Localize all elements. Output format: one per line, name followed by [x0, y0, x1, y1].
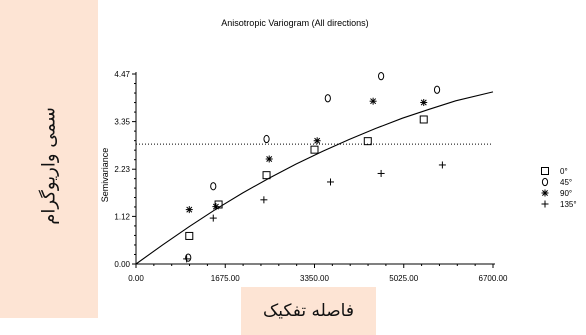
data-point-plus — [260, 196, 268, 204]
square-marker-shape — [363, 137, 372, 146]
circle-marker-shape — [185, 253, 192, 262]
data-point-square — [262, 171, 271, 180]
circle-marker-shape — [433, 85, 441, 94]
square-marker-shape — [541, 167, 549, 175]
legend-label: 0° — [560, 167, 568, 176]
data-point-plus — [377, 169, 385, 177]
y-axis-label: Semivariance — [100, 148, 110, 203]
legend-label: 90° — [560, 189, 572, 198]
data-point-asterisk — [420, 98, 428, 106]
circle-marker-shape — [378, 72, 385, 81]
asterisk-stroke — [314, 137, 321, 144]
legend-label: 135° — [560, 200, 577, 209]
asterisk-stroke — [542, 190, 548, 196]
circle-marker-shape — [263, 134, 270, 144]
data-point-circle — [210, 182, 217, 191]
square-marker-shape — [262, 171, 271, 180]
data-point-asterisk — [313, 137, 321, 145]
y-axis-caption-box: سمی واریوگرام — [0, 0, 98, 318]
data-point-asterisk — [265, 155, 273, 163]
data-point-square — [185, 231, 194, 240]
data-point-asterisk — [212, 203, 220, 211]
x-axis-caption-box: فاصله تفکیک — [241, 287, 376, 335]
legend-marker-circle — [541, 177, 549, 187]
plot-area: 0.00 1.12 2.23 3.35 4.47 0.00 1675.00 3350.00 50… — [114, 70, 508, 283]
data-point-circle — [378, 72, 385, 81]
asterisk-stroke — [266, 156, 273, 162]
square-marker-shape — [419, 115, 428, 124]
data-point-circle — [185, 253, 192, 262]
asterisk-stroke — [186, 206, 193, 213]
x-tick-label: 1675.00 — [211, 274, 240, 283]
chart-title: Anisotropic Variogram (All directions) — [221, 18, 368, 28]
y-tick-label: 0.00 — [114, 260, 130, 269]
data-point-square — [214, 200, 223, 209]
data-point-square — [310, 145, 319, 154]
data-point-square — [363, 137, 372, 146]
circle-marker-shape — [210, 182, 217, 191]
data-point-asterisk — [369, 97, 377, 105]
y-tick-label: 2.23 — [114, 165, 130, 174]
model-curve — [135, 91, 494, 265]
legend-label: 45° — [560, 178, 572, 187]
data-point-asterisk — [185, 206, 193, 214]
x-axis-caption: فاصله تفکیک — [263, 301, 354, 321]
data-point-circle — [324, 94, 331, 103]
x-tick-label: 3350.00 — [300, 274, 329, 283]
square-marker-shape — [310, 145, 319, 154]
y-tick-label: 4.47 — [114, 70, 130, 79]
x-tick-label: 6700.00 — [479, 274, 508, 283]
circle-marker-shape — [324, 94, 331, 103]
legend: 0° 45° 90° 135° — [541, 167, 577, 209]
asterisk-stroke — [212, 203, 219, 210]
asterisk-stroke — [370, 98, 377, 105]
data-point-circle — [263, 134, 270, 144]
y-tick-label: 3.35 — [114, 118, 130, 127]
data-point-plus — [209, 214, 217, 222]
data-point-plus — [326, 178, 334, 186]
chart-background — [98, 0, 586, 318]
data-point-circle — [433, 85, 441, 94]
x-tick-label: 0.00 — [128, 274, 144, 283]
data-point-plus — [183, 255, 191, 263]
circle-marker-shape — [541, 177, 549, 187]
y-tick-label: 1.12 — [114, 212, 130, 221]
square-marker-shape — [214, 200, 223, 209]
data-point-plus — [438, 161, 446, 169]
square-marker-shape — [185, 231, 194, 240]
data-point-square — [419, 115, 428, 124]
legend-marker-plus — [541, 200, 549, 208]
legend-marker-square — [541, 167, 549, 175]
x-tick-label: 5025.00 — [389, 274, 418, 283]
asterisk-stroke — [420, 99, 427, 106]
legend-marker-asterisk — [541, 189, 549, 197]
